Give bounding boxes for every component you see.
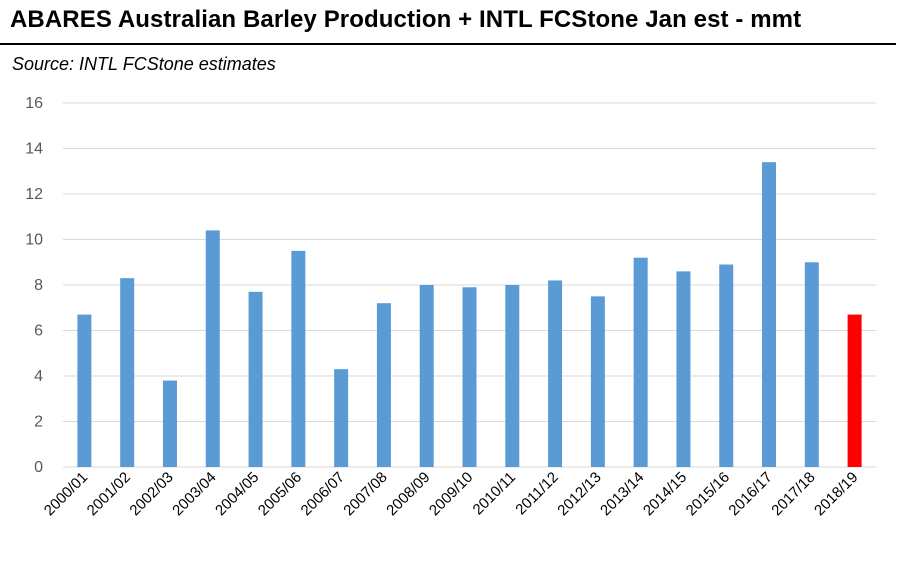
x-tick-label: 2017/18	[768, 469, 818, 519]
x-tick-label: 2012/13	[554, 469, 604, 519]
y-tick-label: 4	[34, 368, 43, 385]
y-axis-ticks: 0 2 4 6 8 10 12 14 16	[25, 95, 43, 476]
x-axis-ticks: 2000/012001/022002/032003/042004/052005/…	[41, 469, 862, 519]
bar-2017-18	[804, 262, 819, 467]
y-tick-label: 10	[25, 232, 43, 249]
bar-2010-11	[505, 285, 520, 467]
bar-2016-17	[762, 162, 777, 467]
x-tick-label: 2006/07	[298, 469, 348, 519]
bar-2005-06	[291, 250, 306, 467]
bar-2007-08	[376, 303, 391, 467]
bar-2001-02	[120, 278, 135, 467]
x-tick-label: 2016/17	[725, 469, 775, 519]
y-tick-label: 2	[34, 414, 43, 431]
y-tick-label: 6	[34, 323, 43, 340]
bar-2006-07	[334, 369, 349, 467]
y-tick-label: 14	[25, 141, 43, 158]
x-tick-label: 2005/06	[255, 469, 305, 519]
x-tick-label: 2008/09	[383, 469, 433, 519]
bar-2003-04	[205, 230, 220, 467]
bar-2018-19	[847, 314, 862, 467]
chart-subtitle: Source: INTL FCStone estimates	[12, 54, 276, 74]
bars	[77, 162, 862, 467]
y-tick-label: 8	[34, 277, 43, 294]
x-tick-label: 2018/19	[811, 469, 861, 519]
x-tick-label: 2007/08	[340, 469, 390, 519]
y-tick-label: 12	[25, 186, 43, 203]
x-tick-label: 2015/16	[683, 469, 733, 519]
x-tick-label: 2001/02	[84, 469, 134, 519]
x-tick-label: 2011/12	[512, 469, 562, 519]
bar-2002-03	[162, 380, 177, 467]
title-underline	[0, 43, 896, 45]
bar-2009-10	[462, 287, 477, 467]
x-tick-label: 2003/04	[169, 469, 219, 519]
bar-2008-09	[419, 285, 434, 467]
x-tick-label: 2014/15	[640, 469, 690, 519]
bar-2011-12	[548, 280, 563, 467]
bar-2004-05	[248, 291, 263, 467]
x-tick-label: 2002/03	[126, 469, 176, 519]
bar-2014-15	[676, 271, 691, 467]
y-tick-label: 0	[34, 459, 43, 476]
bar-2013-14	[633, 257, 648, 467]
x-tick-label: 2013/14	[597, 469, 647, 519]
bar-2000-01	[77, 314, 92, 467]
x-tick-label: 2009/10	[426, 469, 476, 519]
x-tick-label: 2000/01	[41, 469, 91, 519]
chart-title: ABARES Australian Barley Production + IN…	[10, 6, 802, 33]
x-tick-label: 2004/05	[212, 469, 262, 519]
y-tick-label: 16	[25, 95, 43, 112]
bar-2012-13	[590, 296, 605, 467]
x-tick-label: 2010/11	[470, 469, 520, 519]
bar-2015-16	[719, 264, 734, 467]
